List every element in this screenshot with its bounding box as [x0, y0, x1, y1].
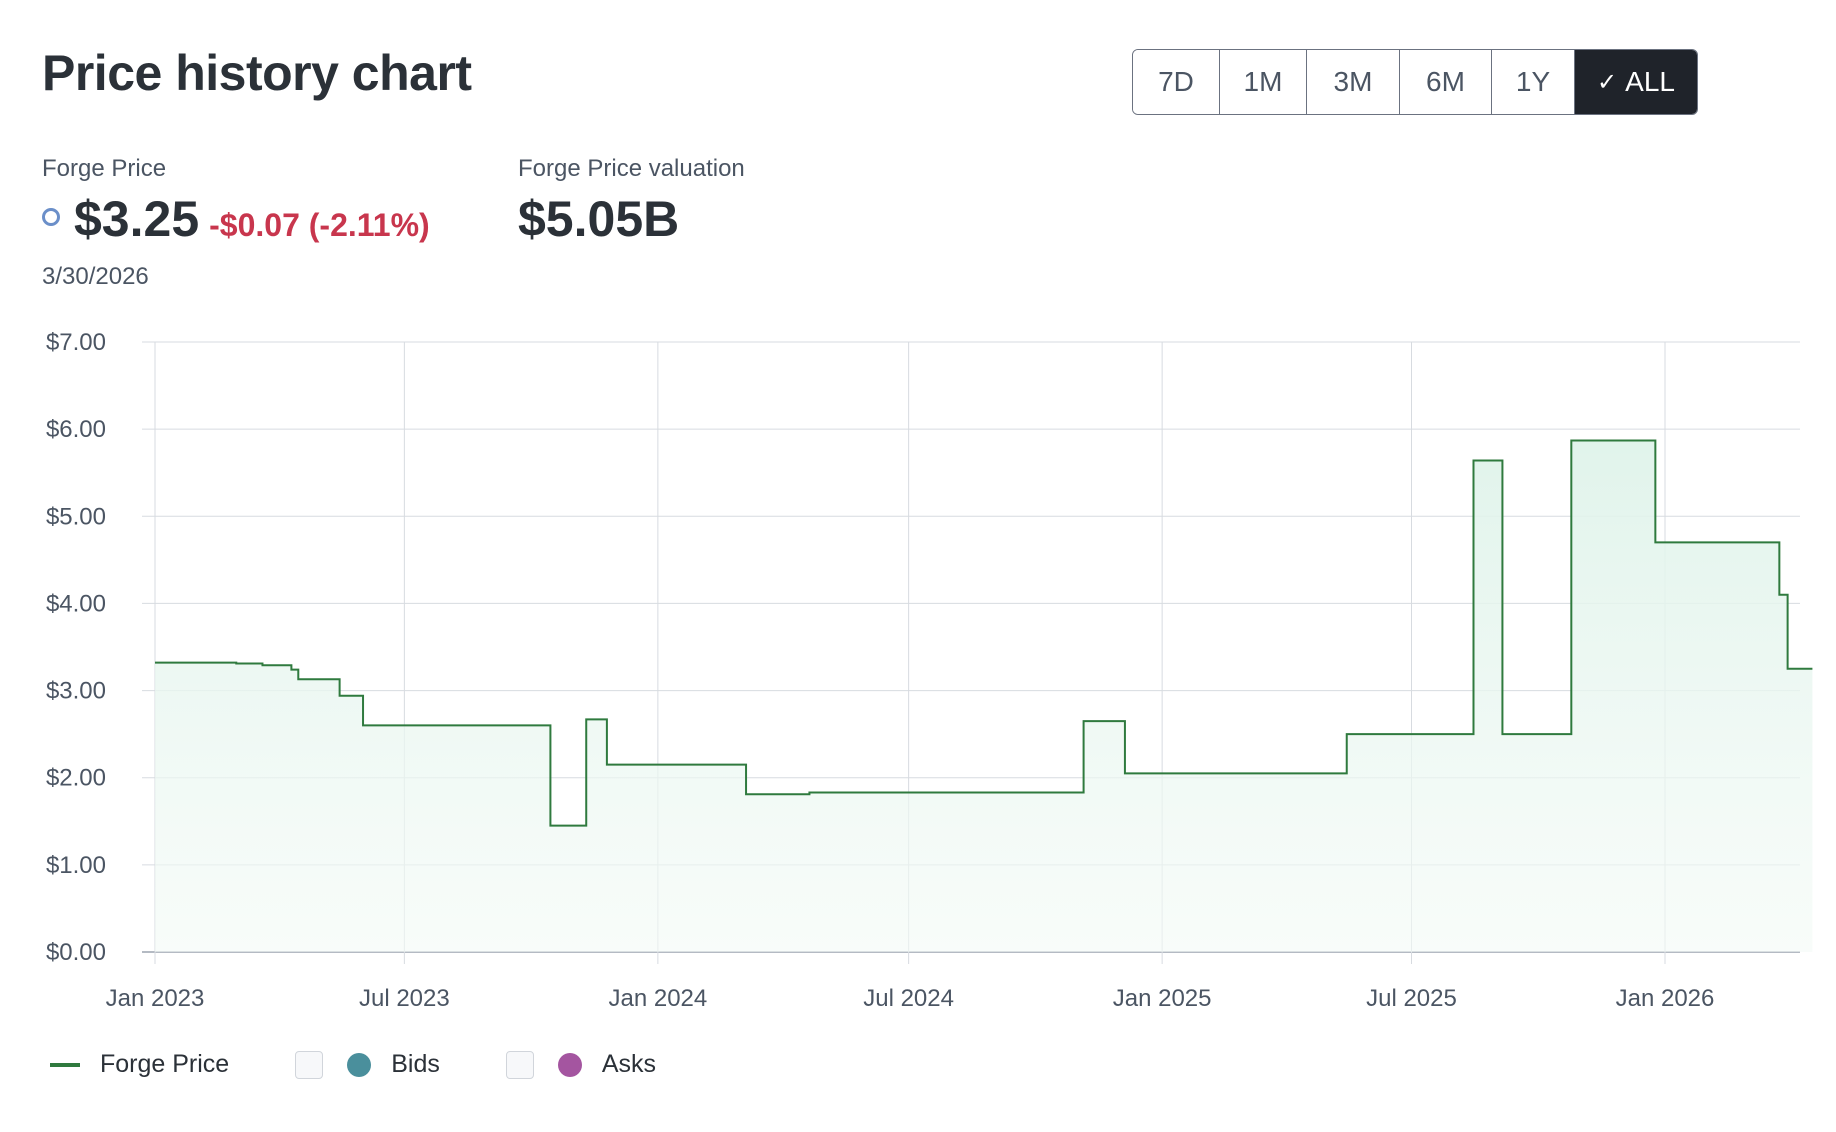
legend-asks-label: Asks: [601, 1050, 657, 1078]
legend-forge-price-label: Forge Price: [100, 1050, 230, 1078]
range-all-label: ALL: [1625, 66, 1675, 97]
valuation-value: $5.05B: [518, 191, 680, 247]
legend-forge-price[interactable]: Forge Price: [50, 1050, 229, 1079]
range-3m-label: 3M: [1333, 66, 1373, 97]
checkmark-icon: ✓: [1597, 68, 1618, 96]
bids-dot-icon: [347, 1052, 372, 1077]
forge-price-line: [155, 439, 1813, 827]
range-1m-label: 1M: [1243, 66, 1283, 97]
y-tick-label: $7.00: [46, 329, 106, 356]
y-tick-label: $0.00: [46, 939, 106, 966]
range-all-button[interactable]: ✓ ALL: [1575, 50, 1697, 114]
x-tick-label: Jul 2025: [1366, 985, 1457, 1012]
bids-checkbox[interactable]: [295, 1050, 324, 1079]
time-range-selector: 7D 1M 3M 6M 1Y ✓ ALL: [1132, 49, 1698, 115]
y-tick-label: $5.00: [46, 503, 106, 530]
range-6m-label: 6M: [1426, 66, 1465, 97]
price-label: Forge Price: [42, 155, 167, 182]
price-change: -$0.07 (-2.11%): [209, 207, 430, 243]
price-value: $3.25: [74, 191, 200, 247]
range-1y-label: 1Y: [1515, 66, 1551, 97]
range-3m-button[interactable]: 3M: [1307, 50, 1400, 114]
page-title: Price history chart: [42, 45, 472, 101]
y-tick-label: $6.00: [46, 416, 106, 443]
asks-dot-icon: [557, 1052, 582, 1077]
x-tick-label: Jul 2024: [863, 985, 954, 1012]
price-history-chart: $0.00 $1.00 $2.00 $3.00 $4.00 $5.00 $6.00 $7.00…: [46, 329, 1813, 1012]
y-tick-label: $4.00: [46, 590, 106, 617]
x-tick-label: Jul 2023: [359, 985, 450, 1012]
x-tick-label: Jan 2024: [608, 985, 707, 1012]
price-marker-icon: [42, 208, 60, 226]
legend-asks[interactable]: Asks: [505, 1050, 657, 1079]
range-1m-button[interactable]: 1M: [1220, 50, 1307, 114]
range-7d-label: 7D: [1158, 66, 1194, 97]
asks-checkbox[interactable]: [505, 1050, 534, 1079]
y-tick-label: $2.00: [46, 765, 106, 792]
legend-bids-label: Bids: [391, 1050, 440, 1078]
price-area-fill: [155, 440, 1813, 952]
y-tick-label: $3.00: [46, 678, 106, 705]
x-tick-label: Jan 2025: [1113, 985, 1212, 1012]
valuation-label: Forge Price valuation: [518, 155, 745, 182]
price-row: $3.25 -$0.07 (-2.11%): [42, 190, 430, 248]
legend-line-swatch: [50, 1062, 80, 1067]
x-tick-label: Jan 2026: [1616, 985, 1715, 1012]
price-date: 3/30/2026: [42, 263, 149, 290]
legend-bids[interactable]: Bids: [295, 1050, 440, 1079]
range-1y-button[interactable]: 1Y: [1492, 50, 1575, 114]
chart-legend: Forge Price Bids Asks: [50, 1050, 722, 1079]
x-tick-label: Jan 2023: [106, 985, 205, 1012]
range-7d-button[interactable]: 7D: [1133, 50, 1220, 114]
range-6m-button[interactable]: 6M: [1400, 50, 1492, 114]
y-tick-label: $1.00: [46, 852, 106, 879]
